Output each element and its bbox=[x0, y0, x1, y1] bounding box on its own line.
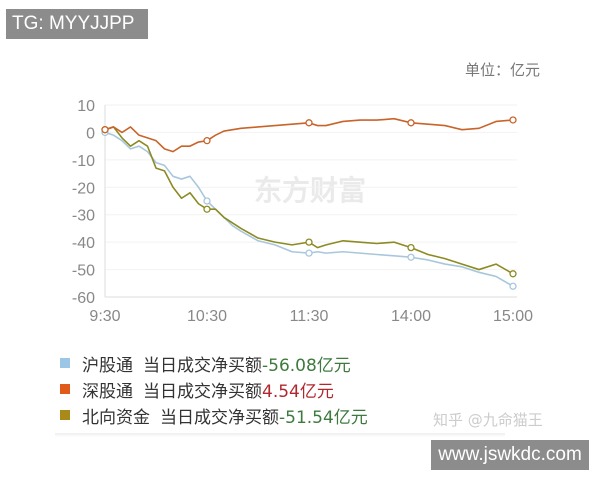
series-marker bbox=[509, 116, 517, 124]
legend-item-sz: 深股通 当日成交净买额 4.54亿元 bbox=[60, 376, 368, 402]
y-tick-label: 0 bbox=[86, 125, 95, 142]
series-marker bbox=[509, 270, 517, 278]
series-line-1 bbox=[104, 117, 514, 153]
x-tick-label: 9:30 bbox=[89, 308, 120, 325]
y-tick-label: -30 bbox=[72, 208, 95, 225]
divider bbox=[55, 433, 505, 437]
x-tick-label: 10:30 bbox=[187, 308, 227, 325]
series-marker bbox=[407, 243, 415, 252]
tg-watermark: TG: MYYJJPP bbox=[6, 9, 148, 39]
y-tick-label: -50 bbox=[72, 263, 95, 280]
legend-value: 4.54亿元 bbox=[262, 381, 334, 402]
legend-item-north: 北向资金 当日成交净买额 -51.54亿元 bbox=[60, 402, 368, 428]
y-tick-label: -20 bbox=[72, 180, 95, 197]
series-marker bbox=[101, 126, 109, 134]
series-marker bbox=[305, 119, 313, 127]
legend-swatch bbox=[60, 384, 70, 394]
legend-text: 当日成交净买额 bbox=[143, 355, 262, 376]
zhihu-watermark: 知乎 @九命猫王 bbox=[433, 411, 543, 429]
unit-label: 单位：亿元 bbox=[464, 61, 540, 79]
y-tick-label: 10 bbox=[77, 98, 95, 115]
y-tick-label: -60 bbox=[72, 290, 95, 307]
series-marker bbox=[407, 119, 415, 127]
site-watermark: www.jswkdc.com bbox=[431, 440, 589, 470]
legend-value: -51.54亿元 bbox=[279, 407, 368, 428]
x-tick-label: 11:30 bbox=[290, 308, 329, 325]
legend-swatch bbox=[60, 410, 70, 420]
brand-watermark: 东方财富 bbox=[254, 174, 366, 207]
series-marker bbox=[305, 249, 313, 257]
legend-item-sh: 沪股通 当日成交净买额 -56.08亿元 bbox=[60, 350, 368, 376]
legend-series-name: 深股通 bbox=[82, 381, 133, 402]
legend-swatch bbox=[60, 358, 70, 368]
series-line-0 bbox=[104, 131, 514, 287]
series-marker bbox=[509, 282, 517, 290]
series-marker bbox=[305, 238, 313, 246]
line-chart: 东方财富 10 0 -10 -20 -30 -40 -50 -609:30 10:30 11:30… bbox=[72, 98, 533, 325]
series-marker bbox=[203, 205, 211, 213]
series-marker bbox=[203, 197, 211, 205]
legend-series-name: 沪股通 bbox=[82, 355, 133, 376]
legend-text: 当日成交净买额 bbox=[160, 407, 279, 428]
x-tick-label: 15:00 bbox=[493, 308, 533, 325]
series-line-2 bbox=[104, 126, 514, 275]
y-tick-label: -40 bbox=[72, 235, 95, 252]
legend-value: -56.08亿元 bbox=[262, 355, 351, 376]
series-marker bbox=[203, 137, 211, 145]
legend-text: 当日成交净买额 bbox=[143, 381, 262, 402]
series-marker bbox=[407, 253, 415, 261]
y-tick-label: -10 bbox=[72, 153, 95, 170]
legend: 沪股通 当日成交净买额 -56.08亿元 深股通 当日成交净买额 4.54亿元 … bbox=[60, 350, 368, 428]
legend-series-name: 北向资金 bbox=[82, 407, 150, 428]
x-tick-label: 14:00 bbox=[391, 308, 431, 325]
